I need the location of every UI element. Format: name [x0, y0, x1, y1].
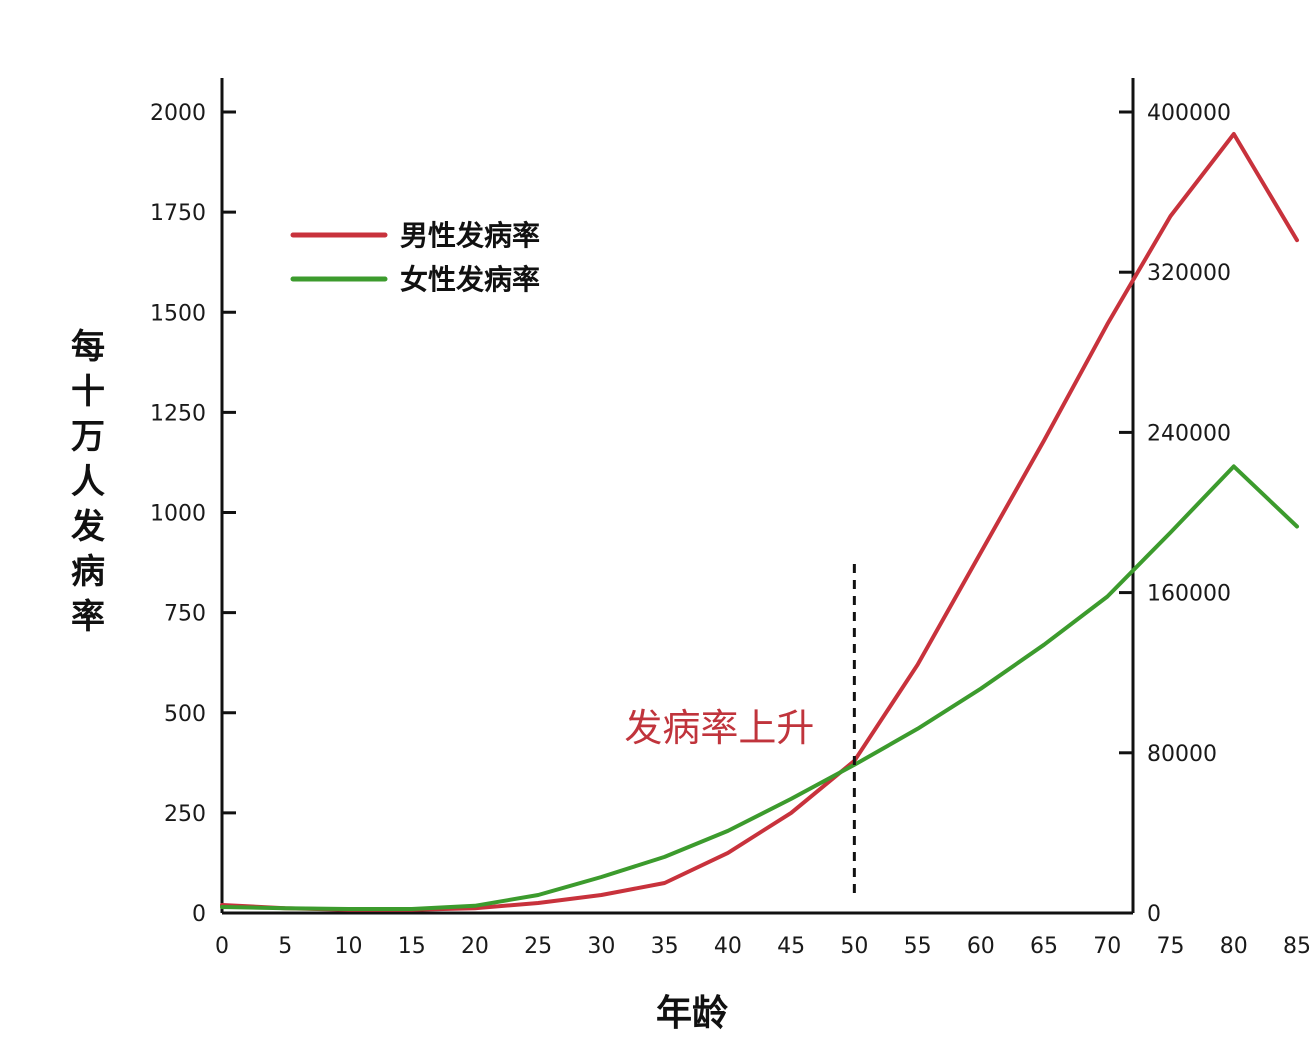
y-right-tick-label: 240000 [1147, 421, 1231, 446]
y-right-tick-label: 320000 [1147, 261, 1231, 286]
x-axis-label: 年龄 [656, 993, 728, 1034]
x-tick-label: 40 [714, 934, 742, 959]
legend-label: 男性发病率 [400, 219, 540, 252]
y-left-tick-label: 2000 [150, 101, 206, 126]
x-tick-label: 25 [524, 934, 552, 959]
x-tick-label: 15 [398, 934, 426, 959]
y-axis-label: 每十万人发病率 [71, 327, 105, 637]
y-left-tick-label: 250 [164, 802, 206, 827]
x-tick-label: 35 [651, 934, 679, 959]
x-tick-label: 55 [904, 934, 932, 959]
y-left-tick-label: 500 [164, 702, 206, 727]
series-line-female [220, 464, 1299, 911]
x-tick-label: 80 [1220, 934, 1248, 959]
x-tick-label: 50 [840, 934, 868, 959]
x-tick-label: 85 [1283, 934, 1311, 959]
x-tick-label: 0 [215, 934, 229, 959]
x-tick-label: 75 [1157, 934, 1185, 959]
annotation-text: 发病率上升 [624, 706, 814, 750]
series-lines [220, 132, 1299, 912]
y-right-tick-label: 80000 [1147, 742, 1217, 767]
legend-label: 女性发病率 [400, 263, 540, 296]
y-right-tick-label: 160000 [1147, 582, 1231, 607]
y-left-tick-label: 1000 [150, 502, 206, 527]
x-tick-label: 5 [278, 934, 292, 959]
series-line-male [220, 132, 1299, 912]
overlays: 发病率上升 [624, 560, 856, 893]
y-left-tick-label: 1500 [150, 301, 206, 326]
x-tick-label: 60 [967, 934, 995, 959]
axes [220, 78, 1135, 915]
y-left-tick-label: 0 [192, 902, 206, 927]
y-right-tick-label: 0 [1147, 902, 1161, 927]
y-left-tick-label: 1250 [150, 401, 206, 426]
x-tick-label: 30 [587, 934, 615, 959]
x-tick-label: 65 [1030, 934, 1058, 959]
x-tick-label: 20 [461, 934, 489, 959]
x-tick-label: 45 [777, 934, 805, 959]
y-left-tick-label: 1750 [150, 201, 206, 226]
x-tick-label: 10 [334, 934, 362, 959]
y-left-tick-label: 750 [164, 602, 206, 627]
x-tick-label: 70 [1093, 934, 1121, 959]
y-right-tick-label: 400000 [1147, 101, 1231, 126]
ticks: 0250500750100012501500175020000800001600… [150, 101, 1311, 959]
